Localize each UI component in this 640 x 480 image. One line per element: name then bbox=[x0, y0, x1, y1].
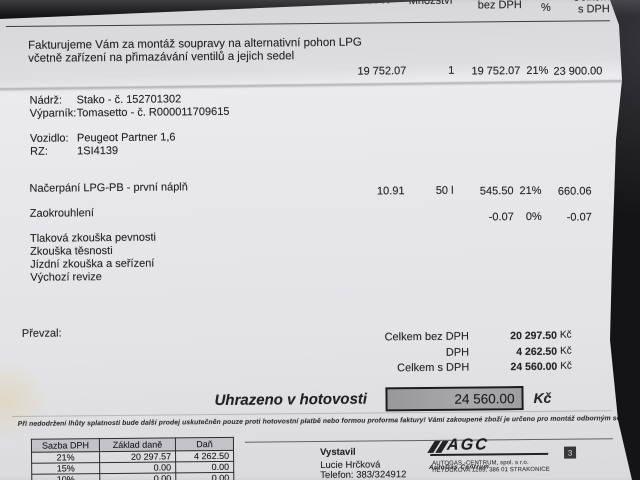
column-header-mnozstvi: Množství bbox=[408, 0, 453, 8]
vat-breakdown-table: Sazba DPH Základ daně Daň 21% 20 297.57 … bbox=[31, 437, 234, 480]
vat-rate-15: 15% bbox=[31, 462, 100, 475]
vat-base-21: 20 297.57 bbox=[99, 450, 176, 463]
paid-amount-box: 24 560.00 bbox=[385, 386, 524, 412]
vat-base-15: 0.00 bbox=[99, 461, 176, 474]
issued-by-phone: Telefon: 383/324912 bbox=[320, 469, 407, 480]
item-name-rounding: Zaokrouhlení bbox=[29, 207, 95, 220]
total-currency: Kč bbox=[559, 329, 572, 341]
service-item: Jízdní zkouška a seřízení bbox=[30, 257, 155, 271]
agc-logo-row: AGC bbox=[427, 436, 549, 454]
agc-logo-text: AGC bbox=[446, 436, 490, 454]
item-lpg-base: 545.50 bbox=[479, 185, 514, 198]
issued-by-title: Vystavil bbox=[319, 446, 356, 459]
vat-rate-10: 10% bbox=[31, 473, 100, 480]
detail-label-vozidlo: Vozidlo: bbox=[29, 132, 69, 145]
item-lpg-total: 660.06 bbox=[557, 185, 592, 198]
column-header-bez-dph: bez DPH bbox=[477, 0, 522, 12]
fine-print: Při nedodržení lhůty splatnosti bude dal… bbox=[17, 414, 640, 428]
footer-divider-line bbox=[244, 438, 613, 443]
summary-total: 23 900.00 bbox=[553, 65, 603, 78]
detail-label-nadrz: Nádrž: bbox=[29, 94, 63, 107]
item-rounding-total: -0.07 bbox=[566, 211, 592, 224]
detail-value-vozidlo: Peugeot Partner 1,6 bbox=[76, 131, 176, 145]
detail-value-rz: 1SI4139 bbox=[77, 144, 119, 158]
total-label-s-dph: Celkem s DPH bbox=[397, 361, 470, 375]
vat-header-zaklad: Základ daně bbox=[99, 437, 176, 452]
paid-in-cash-label: Uhrazeno v hotovosti bbox=[214, 390, 368, 410]
vat-header-sazba: Sazba DPH bbox=[31, 438, 100, 453]
vat-tax-15: 0.00 bbox=[175, 461, 234, 473]
paid-currency: Kč bbox=[533, 389, 552, 406]
column-header-dph-fragment: DPH bbox=[366, 0, 390, 7]
total-amount-s-dph: 24 560.00 bbox=[510, 360, 558, 374]
detail-label-vyparnik: Výparník: bbox=[29, 107, 77, 120]
total-amount-dph: 4 262.50 bbox=[516, 345, 558, 359]
column-header-s-dph: s DPH bbox=[577, 3, 610, 16]
total-label-dph: DPH bbox=[445, 346, 470, 359]
summary-vat-rate: 21% bbox=[526, 64, 549, 78]
service-item: Zkouška těsnosti bbox=[30, 244, 113, 258]
total-currency: Kč bbox=[560, 345, 572, 357]
intro-line-1: Fakturujeme Vám za montáž soupravy na al… bbox=[28, 36, 362, 52]
item-lpg-vat-rate: 21% bbox=[519, 184, 542, 198]
total-currency: Kč bbox=[560, 360, 572, 372]
summary-unit-price: 19 752.07 bbox=[357, 65, 407, 78]
item-rounding-base: -0.07 bbox=[488, 211, 514, 224]
service-item: Výchozí revize bbox=[30, 271, 102, 284]
vat-tax-10: 0.00 bbox=[175, 472, 234, 480]
item-rounding-vat-rate: 0% bbox=[525, 210, 542, 224]
item-lpg-unit-price: 10.91 bbox=[376, 185, 405, 198]
prevzal-label: Převzal: bbox=[21, 327, 62, 340]
header-underline bbox=[5, 20, 610, 28]
vat-rate-21: 21% bbox=[31, 451, 100, 464]
vat-tax-21: 4 262.50 bbox=[175, 450, 234, 462]
vat-table-row: 10% 0.00 0.00 bbox=[31, 472, 234, 480]
intro-line-2: včetně zařízení na přimazávání ventilů a… bbox=[28, 50, 295, 65]
detail-value-vyparnik: Tomasetto - č. R000011709615 bbox=[76, 105, 230, 120]
column-header-percent: % bbox=[540, 1, 551, 14]
page-number-badge: 3 bbox=[563, 446, 577, 459]
vat-header-dan: Daň bbox=[175, 437, 234, 451]
detail-value-nadrz: Stako - č. 152701302 bbox=[76, 93, 182, 107]
total-amount-bez-dph: 20 297.50 bbox=[510, 329, 557, 343]
company-address: HEYDUKOVA 1269, 386 01 STRAKONICE bbox=[432, 466, 550, 474]
detail-label-rz: RZ: bbox=[30, 145, 48, 158]
summary-base: 19 752.07 bbox=[471, 65, 521, 78]
paid-amount: 24 560.00 bbox=[454, 390, 515, 407]
company-name: AUTOGAS -CENTRUM, spol. s r.o. bbox=[432, 460, 529, 467]
paper-fold-crease bbox=[0, 79, 632, 93]
item-lpg-quantity: 50 l bbox=[435, 184, 454, 197]
summary-quantity: 1 bbox=[448, 64, 455, 77]
item-name-lpg-fill: Načerpání LPG-PB - první náplň bbox=[29, 181, 188, 195]
total-label-bez-dph: Celkem bez DPH bbox=[384, 330, 469, 344]
service-item: Tlaková zkouška pevnosti bbox=[29, 231, 156, 245]
vat-base-10: 0.00 bbox=[99, 472, 176, 480]
